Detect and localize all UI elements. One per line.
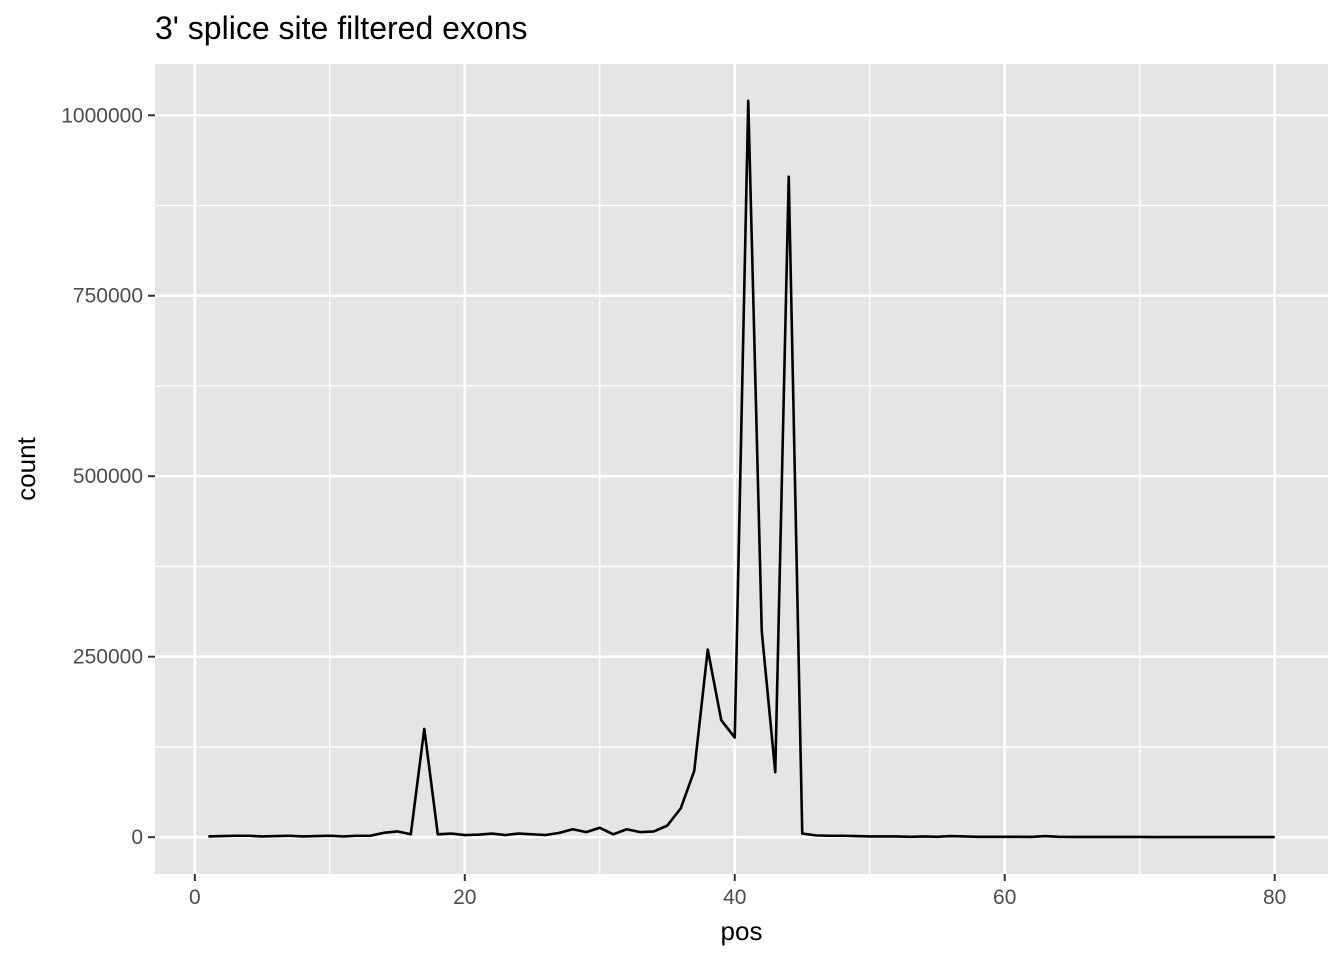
series-line-count [208,99,1275,839]
x-axis-label: pos [721,916,763,946]
x-tick-label: 0 [189,886,201,909]
x-axis-ticks: 0 20 40 60 80 [189,874,1286,909]
y-tick-label: 1000000 [61,104,143,127]
y-axis-label: count [11,436,41,500]
y-tick-label: 250000 [73,646,143,669]
x-tick-label: 40 [723,886,746,909]
x-tick-label: 80 [1263,886,1286,909]
major-gridlines [155,64,1328,874]
y-tick-label: 0 [131,826,143,849]
x-tick-label: 20 [453,886,476,909]
x-tick-label: 60 [993,886,1016,909]
minor-gridlines [155,64,1328,874]
y-axis-ticks: 0 250000 500000 750000 1000000 [61,104,155,849]
y-tick-label: 750000 [73,285,143,308]
y-tick-label: 500000 [73,465,143,488]
chart-title: 3' splice site filtered exons [155,10,528,46]
